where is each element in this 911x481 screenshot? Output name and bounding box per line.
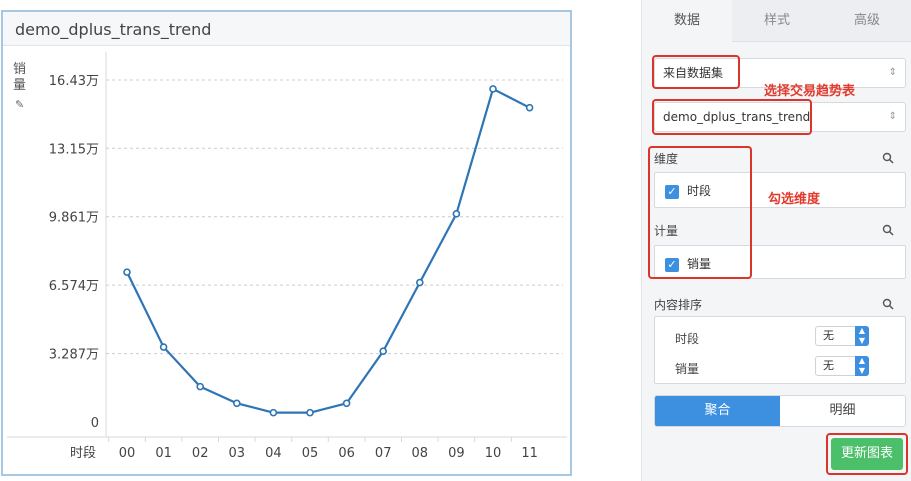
- dataset-value: demo_dplus_trans_trend: [663, 110, 811, 124]
- data-point: [306, 408, 314, 417]
- dimension-title: 维度: [654, 152, 679, 166]
- x-axis-label: 时段: [70, 446, 96, 461]
- update-chart-button[interactable]: 更新图表: [831, 438, 903, 470]
- stepper-icon: ▲ ▼: [855, 326, 869, 346]
- data-point: [233, 399, 241, 408]
- sort-row-label: 时段: [675, 332, 700, 346]
- stepper-icon: ▲ ▼: [855, 356, 869, 376]
- x-tick-label: 11: [521, 446, 538, 461]
- measure-field-item[interactable]: ✓ 销量: [665, 255, 711, 272]
- x-tick-label: 02: [192, 446, 209, 461]
- measure-field-label: 销量: [687, 257, 712, 271]
- y-tick-label: 0: [91, 416, 99, 431]
- dataset-select[interactable]: demo_dplus_trans_trend ⇕: [654, 102, 906, 132]
- dimension-field-box: ✓ 时段: [654, 172, 906, 208]
- select-arrows-icon: ⇕: [888, 67, 897, 78]
- tab-data[interactable]: 数据: [642, 0, 732, 42]
- data-point: [452, 210, 461, 218]
- y-tick-label: 13.15万: [49, 142, 99, 157]
- data-point: [415, 278, 424, 287]
- x-tick-label: 09: [448, 446, 465, 461]
- data-point: [489, 85, 497, 93]
- checkbox-checked-icon[interactable]: ✓: [665, 184, 679, 199]
- sort-title: 内容排序: [654, 298, 703, 312]
- data-source-value: 来自数据集: [663, 66, 724, 80]
- sort-select[interactable]: 无 ▲ ▼: [815, 356, 869, 376]
- x-tick-label: 03: [229, 446, 246, 461]
- x-tick-label: 06: [338, 446, 355, 461]
- dimension-field-label: 时段: [687, 184, 712, 198]
- checkbox-checked-icon[interactable]: ✓: [665, 257, 679, 272]
- y-tick-label: 9.861万: [49, 211, 99, 226]
- y-axis-label-char-1: 销: [13, 62, 27, 77]
- aggregation-toggle: 聚合 明细: [654, 395, 906, 427]
- sort-box: 时段 无 ▲ ▼ 销量 无 ▲ ▼: [654, 316, 906, 384]
- sort-select[interactable]: 无 ▲ ▼: [815, 326, 869, 346]
- tab-style[interactable]: 样式: [732, 0, 822, 42]
- x-tick-label: 08: [412, 446, 429, 461]
- data-point: [379, 347, 388, 356]
- measure-title: 计量: [654, 224, 679, 238]
- settings-tabs: 数据 样式 高级: [642, 0, 911, 42]
- x-tick-label: 00: [119, 446, 136, 461]
- y-tick-label: 6.574万: [49, 279, 99, 294]
- chart-panel: demo_dplus_trans_trend 销 量 ✎ 0 3.287万 6.57…: [1, 10, 572, 476]
- dimension-field-item[interactable]: ✓ 时段: [665, 182, 711, 199]
- data-point: [196, 382, 204, 391]
- y-tick-label: 3.287万: [49, 348, 99, 363]
- chart-title-bar: demo_dplus_trans_trend: [3, 12, 570, 46]
- x-tick-label: 07: [375, 446, 392, 461]
- x-tick-label: 04: [265, 446, 282, 461]
- tab-advanced[interactable]: 高级: [822, 0, 911, 42]
- data-point: [159, 343, 168, 351]
- series-line: [126, 87, 531, 414]
- annotation-dataset: 选择交易趋势表: [764, 84, 856, 99]
- annotation-dimension: 勾选维度: [768, 192, 821, 207]
- data-point: [342, 399, 351, 408]
- sort-row-label: 销量: [675, 362, 700, 376]
- settings-panel: 数据 样式 高级 来自数据集 ⇕ 选择交易趋势表 demo_dplus_tran…: [641, 0, 911, 481]
- data-point: [269, 408, 278, 417]
- segment-detail[interactable]: 明细: [780, 396, 905, 426]
- x-tick-label: 05: [302, 446, 319, 461]
- data-point: [525, 103, 534, 112]
- chart-title: demo_dplus_trans_trend: [15, 20, 212, 39]
- x-tick-label: 01: [155, 446, 172, 461]
- y-axis-label-char-2: 量: [13, 78, 27, 93]
- search-icon[interactable]: [882, 298, 894, 310]
- sort-select-value: 无: [823, 329, 834, 342]
- search-icon[interactable]: [882, 224, 894, 236]
- search-icon[interactable]: [882, 152, 894, 164]
- segment-aggregate[interactable]: 聚合: [655, 396, 780, 426]
- select-arrows-icon: ⇕: [888, 111, 897, 122]
- measure-field-box: ✓ 销量: [654, 245, 906, 279]
- pencil-icon[interactable]: ✎: [15, 98, 25, 111]
- x-tick-label: 10: [485, 446, 502, 461]
- data-source-select[interactable]: 来自数据集 ⇕: [654, 58, 906, 88]
- sort-select-value: 无: [823, 359, 834, 372]
- data-point: [123, 268, 131, 276]
- y-tick-label: 16.43万: [49, 74, 99, 89]
